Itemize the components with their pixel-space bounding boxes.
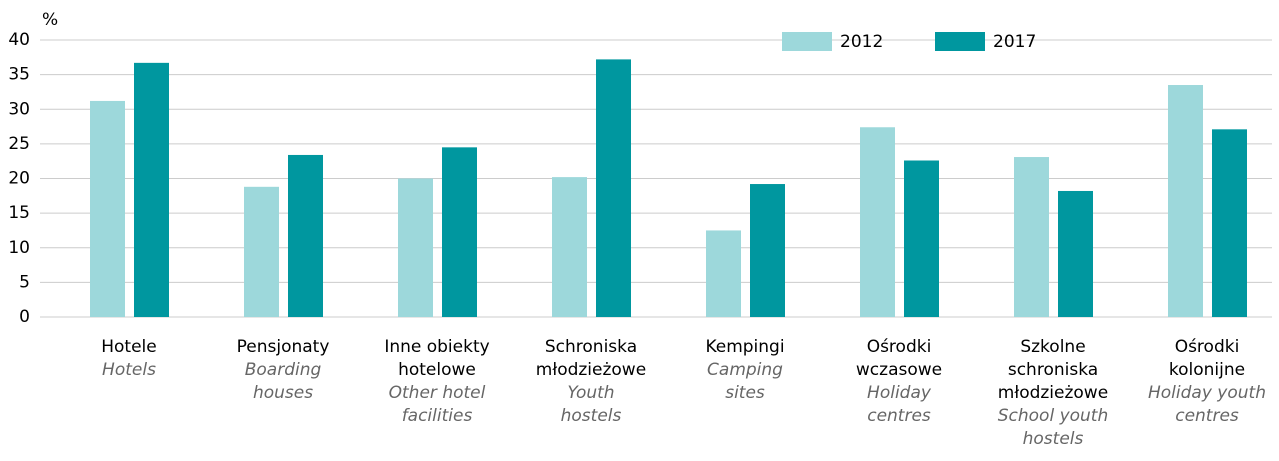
x-tick-label-en: School youth hostels [998, 406, 1109, 449]
bar [706, 230, 741, 317]
x-tick-label-en: Youth hostels [561, 383, 622, 426]
bar [442, 147, 477, 317]
y-tick-label: 40 [8, 30, 30, 50]
x-tick-label-en: Holiday centres [867, 383, 932, 426]
x-tick-label-en: Other hotel facilities [389, 383, 486, 426]
x-tick-label: Ośrodki wczasowe [856, 337, 942, 380]
legend-swatch [782, 32, 832, 51]
bar [904, 160, 939, 317]
x-tick-label: Schroniska młodzieżowe [536, 337, 646, 380]
x-tick-label-en: Holiday youth centres [1148, 383, 1266, 426]
bar [552, 177, 587, 317]
y-tick-label: 25 [8, 134, 30, 154]
x-tick-label-en: Boarding houses [245, 360, 322, 403]
x-tick-label: Inne obiekty hotelowe [384, 337, 489, 380]
y-tick-label: 0 [19, 307, 30, 327]
bar [1212, 129, 1247, 317]
y-tick-label: 5 [19, 272, 30, 292]
legend-swatch [935, 32, 985, 51]
x-tick-label: Ośrodki kolonijne [1169, 337, 1245, 380]
unit-label: % [42, 10, 58, 30]
y-tick-label: 30 [8, 99, 30, 119]
legend-label: 2017 [993, 32, 1036, 52]
y-tick-label: 10 [8, 238, 30, 258]
y-tick-label: 35 [8, 65, 30, 85]
x-tick-label: Pensjonaty [237, 337, 330, 357]
bar [134, 62, 169, 317]
x-tick-label: Hotele [101, 337, 157, 357]
bar [596, 59, 631, 317]
bar [90, 100, 125, 317]
bar [1058, 190, 1093, 317]
bar [244, 186, 279, 317]
bar [1014, 157, 1049, 317]
legend-label: 2012 [840, 32, 883, 52]
bar [288, 154, 323, 317]
y-tick-label: 20 [8, 169, 30, 189]
bar [1168, 85, 1203, 317]
x-tick-label-en: Camping sites [707, 360, 783, 403]
y-tick-label: 15 [8, 203, 30, 223]
bar [398, 178, 433, 317]
x-tick-label: Kempingi [705, 337, 784, 357]
bar [860, 127, 895, 317]
bar [750, 184, 785, 317]
x-tick-label: Szkolne schroniska młodzieżowe [998, 337, 1108, 403]
x-tick-label-en: Hotels [102, 360, 156, 380]
